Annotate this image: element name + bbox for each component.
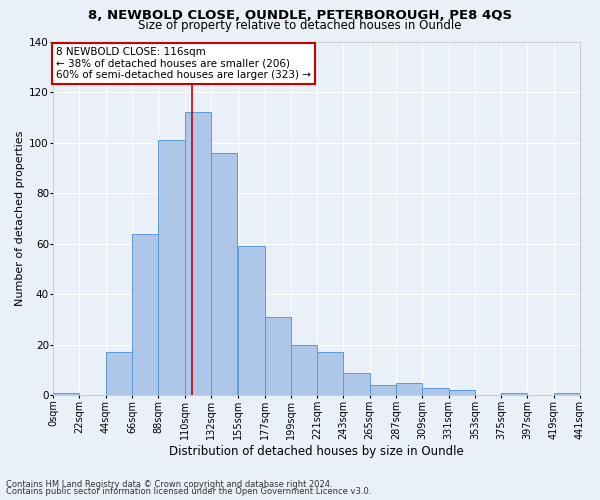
Bar: [132, 234, 158, 396]
Bar: [265, 317, 291, 396]
Y-axis label: Number of detached properties: Number of detached properties: [15, 131, 25, 306]
Text: Contains public sector information licensed under the Open Government Licence v3: Contains public sector information licen…: [6, 487, 371, 496]
Bar: [185, 112, 211, 396]
Bar: [343, 372, 370, 396]
Text: Size of property relative to detached houses in Oundle: Size of property relative to detached ho…: [138, 19, 462, 32]
X-axis label: Distribution of detached houses by size in Oundle: Distribution of detached houses by size …: [169, 444, 464, 458]
Bar: [158, 140, 185, 396]
Bar: [291, 345, 317, 396]
Bar: [501, 393, 527, 396]
Bar: [370, 386, 396, 396]
Bar: [449, 390, 475, 396]
Bar: [53, 393, 79, 396]
Bar: [106, 352, 132, 396]
Bar: [396, 383, 422, 396]
Text: Contains HM Land Registry data © Crown copyright and database right 2024.: Contains HM Land Registry data © Crown c…: [6, 480, 332, 489]
Bar: [554, 393, 580, 396]
Bar: [422, 388, 449, 396]
Text: 8, NEWBOLD CLOSE, OUNDLE, PETERBOROUGH, PE8 4QS: 8, NEWBOLD CLOSE, OUNDLE, PETERBOROUGH, …: [88, 9, 512, 22]
Bar: [211, 152, 237, 396]
Text: 8 NEWBOLD CLOSE: 116sqm
← 38% of detached houses are smaller (206)
60% of semi-d: 8 NEWBOLD CLOSE: 116sqm ← 38% of detache…: [56, 47, 311, 80]
Bar: [238, 246, 265, 396]
Bar: [317, 352, 343, 396]
